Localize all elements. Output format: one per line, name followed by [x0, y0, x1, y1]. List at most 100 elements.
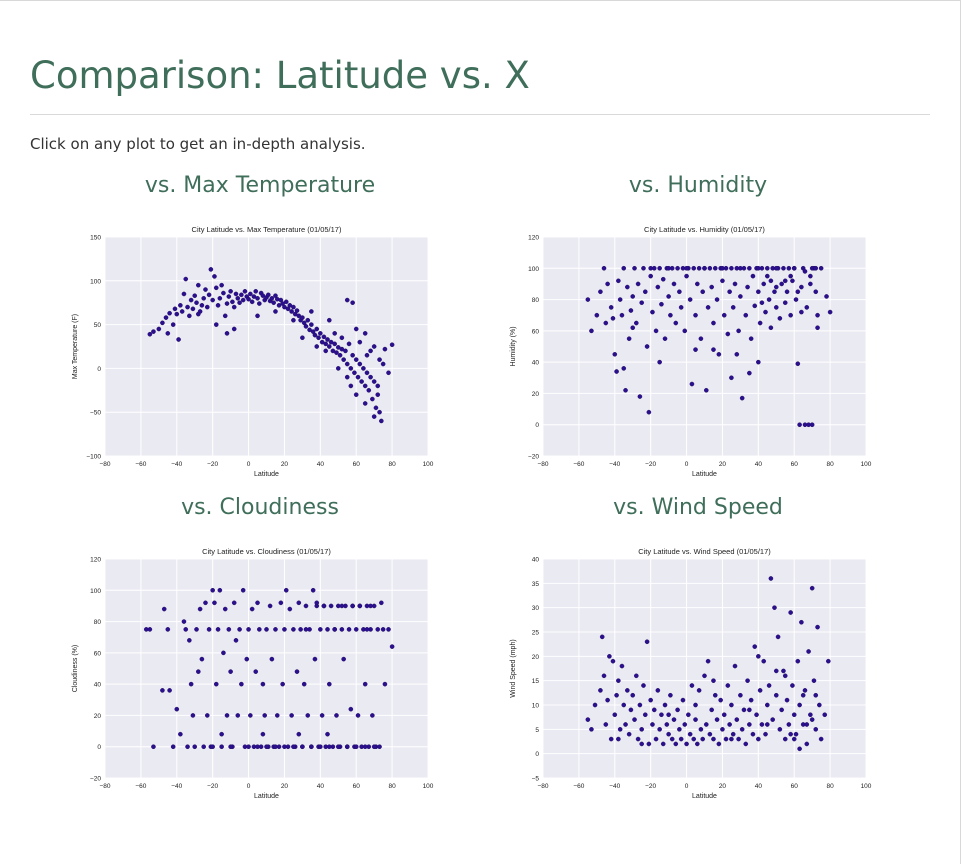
- data-point: [716, 741, 722, 747]
- data-point: [684, 741, 689, 747]
- data-point: [788, 731, 793, 737]
- data-point: [190, 713, 196, 718]
- data-point: [765, 722, 770, 727]
- data-point: [619, 312, 625, 318]
- data-point: [707, 731, 713, 737]
- data-point: [219, 282, 224, 288]
- data-point: [382, 346, 388, 352]
- data-point: [729, 736, 734, 742]
- data-point: [359, 379, 364, 384]
- y-axis-label: Max Temperature (F): [72, 314, 79, 379]
- data-point: [377, 409, 382, 415]
- data-point: [289, 309, 294, 314]
- data-point: [666, 294, 671, 299]
- data-point: [222, 606, 228, 612]
- data-point: [705, 305, 711, 310]
- data-point: [185, 304, 190, 310]
- data-point: [641, 265, 646, 271]
- data-point: [204, 713, 210, 718]
- data-point: [804, 722, 810, 727]
- data-point: [809, 717, 815, 722]
- data-point: [646, 741, 652, 747]
- title-divider: [30, 114, 930, 115]
- data-point: [797, 422, 802, 428]
- y-tick-label: 40: [532, 360, 540, 367]
- data-point: [219, 744, 224, 750]
- y-tick-label: 35: [532, 581, 540, 588]
- data-point: [215, 303, 221, 308]
- data-point: [273, 744, 278, 750]
- data-point: [589, 727, 594, 732]
- plot-link-cloudiness[interactable]: −80 −60 −40 −20 0 20 40 60 80 100 −20 0 20 40 60 80 100 1…: [30, 535, 490, 805]
- plot-link-wind-speed[interactable]: −80 −60 −40 −20 0 20 40 60 80 100 −5 0 5 10 15 20 25 30 35…: [468, 535, 928, 805]
- data-point: [298, 627, 303, 632]
- data-point: [379, 600, 384, 606]
- y-tick-label: 60: [532, 328, 540, 335]
- data-point: [161, 606, 167, 612]
- data-point: [379, 418, 384, 424]
- data-point: [642, 289, 648, 295]
- plot-link-max-temperature[interactable]: −80 −60 −40 −20 0 20 40 60 80 100 −100 −50 0 50 100 150…: [30, 213, 490, 483]
- data-point: [678, 736, 684, 742]
- data-point: [765, 273, 770, 279]
- data-point: [811, 678, 817, 683]
- data-point: [357, 339, 363, 345]
- data-point: [357, 361, 363, 367]
- data-point: [194, 300, 199, 305]
- data-point: [768, 576, 774, 581]
- data-point: [188, 297, 194, 303]
- plot-link-humidity[interactable]: −80 −60 −40 −20 0 20 40 60 80 100 −20 0 20 40 60 80 100 1…: [468, 213, 928, 483]
- data-point: [655, 688, 661, 693]
- data-point: [364, 370, 370, 376]
- data-point: [610, 316, 616, 321]
- data-point: [795, 289, 801, 295]
- data-point: [375, 392, 381, 397]
- data-point: [682, 328, 688, 334]
- data-point: [648, 273, 653, 279]
- data-point: [328, 603, 334, 609]
- data-point: [300, 744, 305, 750]
- data-point: [332, 341, 337, 347]
- data-point: [659, 301, 664, 307]
- data-point: [598, 688, 603, 693]
- data-point: [370, 396, 375, 402]
- x-tick-label: 20: [719, 461, 727, 468]
- data-point: [231, 600, 237, 606]
- data-point: [721, 712, 727, 718]
- data-point: [693, 717, 698, 722]
- x-tick-label: 0: [247, 461, 251, 468]
- data-point: [257, 301, 262, 306]
- data-point: [707, 265, 713, 271]
- data-point: [598, 289, 603, 295]
- y-tick-label: 10: [532, 703, 540, 710]
- data-point: [693, 347, 698, 352]
- data-point: [756, 736, 761, 742]
- x-tick-label: −60: [135, 783, 146, 790]
- x-tick-label: 20: [719, 783, 727, 790]
- x-tick-label: −40: [171, 783, 182, 790]
- data-point: [653, 736, 659, 742]
- x-tick-label: −60: [573, 783, 584, 790]
- data-point: [235, 713, 241, 718]
- data-point: [344, 297, 350, 303]
- y-tick-label: 150: [90, 235, 101, 242]
- chart-cloudiness: −80 −60 −40 −20 0 20 40 60 80 100 −20 0 20 40 60 80 100 1…: [72, 547, 434, 800]
- data-point: [339, 603, 345, 609]
- data-point: [350, 603, 355, 609]
- x-tick-label: 100: [423, 461, 434, 468]
- y-tick-label: −20: [528, 454, 539, 461]
- data-point: [748, 336, 754, 341]
- data-point: [712, 265, 718, 271]
- data-point: [668, 692, 673, 698]
- data-point: [639, 300, 644, 305]
- data-point: [213, 322, 219, 327]
- data-point: [684, 273, 689, 279]
- data-point: [657, 265, 662, 271]
- plot-area: [543, 559, 866, 778]
- y-tick-label: −5: [532, 776, 540, 783]
- data-point: [335, 744, 341, 750]
- y-tick-label: 80: [532, 297, 540, 304]
- data-point: [818, 736, 824, 742]
- data-point: [343, 348, 348, 354]
- data-point: [196, 669, 201, 674]
